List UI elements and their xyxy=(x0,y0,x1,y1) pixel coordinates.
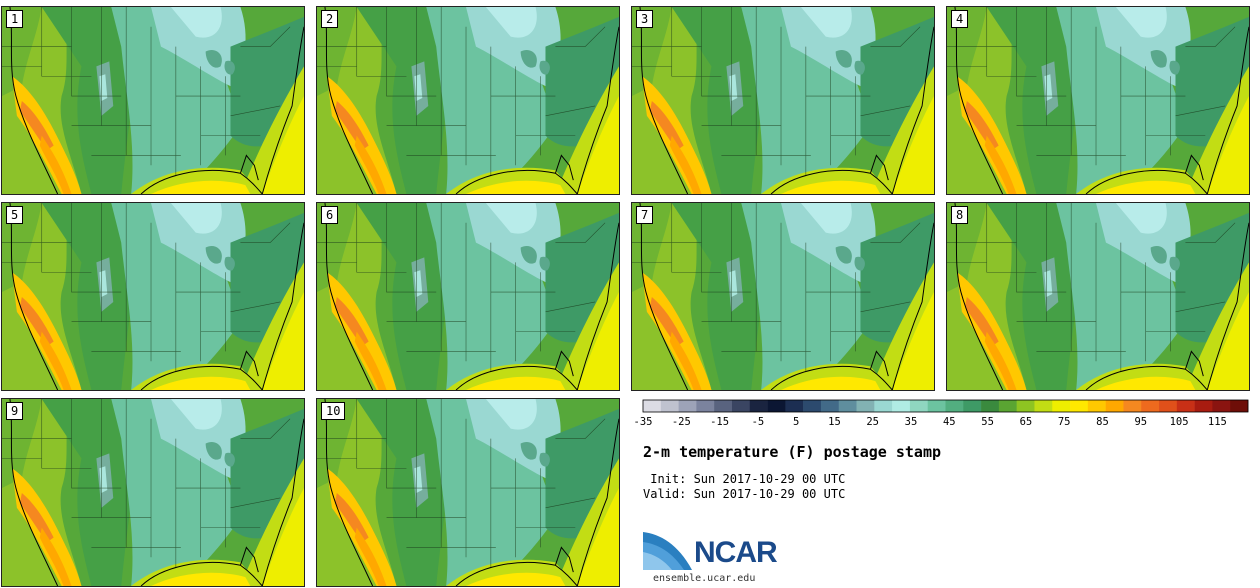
colorbar-cell xyxy=(678,400,697,412)
init-time: Init: Sun 2017-10-29 00 UTC xyxy=(643,472,846,486)
colorbar-cell xyxy=(785,400,804,412)
member-panel-4: 4 xyxy=(946,6,1250,195)
colorbar-tick-label: -15 xyxy=(710,416,729,428)
colorbar-cell xyxy=(731,400,751,412)
colorbar-tick-label: 75 xyxy=(1058,416,1071,428)
temperature-map xyxy=(947,7,1249,194)
colorbar-tick-label: 45 xyxy=(943,416,956,428)
colorbar-cell xyxy=(874,400,893,412)
colorbar-cell xyxy=(945,400,964,412)
member-number: 8 xyxy=(951,206,969,224)
colorbar-cell xyxy=(820,400,840,412)
valid-time: Valid: Sun 2017-10-29 00 UTC xyxy=(643,487,846,501)
temperature-map xyxy=(2,7,304,194)
colorbar-tick-label: 95 xyxy=(1134,416,1147,428)
colorbar-tick-label: 25 xyxy=(866,416,879,428)
colorbar-tick-label: 115 xyxy=(1208,416,1227,428)
member-number: 10 xyxy=(321,402,346,420)
temperature-map xyxy=(317,203,619,390)
temperature-map xyxy=(947,203,1249,390)
temperature-map xyxy=(632,7,934,194)
colorbar-cell xyxy=(1016,400,1035,412)
colorbar-tick-label: -35 xyxy=(634,416,652,428)
colorbar-tick-label: 55 xyxy=(981,416,994,428)
colorbar-cell xyxy=(1176,400,1195,412)
member-panel-10: 10 xyxy=(316,398,620,587)
ncar-wordmark: NCAR xyxy=(694,536,778,569)
ncar-logo: NCAR ensemble.ucar.edu xyxy=(642,530,792,588)
temperature-map xyxy=(2,399,304,586)
member-panel-1: 1 xyxy=(1,6,305,195)
colorbar-cell xyxy=(998,400,1017,412)
colorbar: -35 -25 -15 -5 5 15 25 35 45 55 65 75 85 95 105 115 xyxy=(634,398,1254,432)
colorbar-cell xyxy=(892,400,911,412)
colorbar-cell xyxy=(1194,400,1213,412)
temperature-map xyxy=(317,399,619,586)
member-number: 4 xyxy=(951,10,969,28)
figure-title: 2-m temperature (F) postage stamp xyxy=(643,443,942,461)
member-number: 9 xyxy=(6,402,24,420)
colorbar-cell xyxy=(1034,400,1053,412)
colorbar-cell xyxy=(1230,400,1249,412)
colorbar-cell xyxy=(927,400,946,412)
colorbar-cell xyxy=(1105,400,1124,412)
member-number: 2 xyxy=(321,10,339,28)
colorbar-cell xyxy=(803,400,822,412)
colorbar-graphic: -35 -25 -15 -5 5 15 25 35 45 55 65 75 85 95 105 115 xyxy=(634,399,1249,428)
ncar-swoosh-icon xyxy=(643,532,692,570)
colorbar-cell xyxy=(838,400,857,412)
member-number: 5 xyxy=(6,206,24,224)
colorbar-tick-label: 15 xyxy=(828,416,841,428)
colorbar-cell xyxy=(660,400,679,412)
colorbar-cell xyxy=(767,400,786,412)
colorbar-cell xyxy=(1141,400,1160,412)
member-panel-6: 6 xyxy=(316,202,620,391)
colorbar-cell xyxy=(981,400,1000,412)
colorbar-cell xyxy=(1123,400,1142,412)
colorbar-tick-label: 105 xyxy=(1170,416,1189,428)
member-panel-3: 3 xyxy=(631,6,935,195)
colorbar-outline xyxy=(642,399,1249,413)
colorbar-cell xyxy=(963,400,982,412)
member-panel-8: 8 xyxy=(946,202,1250,391)
member-panel-9: 9 xyxy=(1,398,305,587)
member-panel-5: 5 xyxy=(1,202,305,391)
colorbar-tick-label: 5 xyxy=(793,416,799,428)
member-number: 6 xyxy=(321,206,339,224)
colorbar-cell xyxy=(1087,400,1106,412)
member-number: 7 xyxy=(636,206,654,224)
temperature-map xyxy=(317,7,619,194)
colorbar-cell xyxy=(1212,400,1231,412)
colorbar-cell xyxy=(856,400,875,412)
logo-url: ensemble.ucar.edu xyxy=(653,573,756,584)
colorbar-cell xyxy=(909,400,928,412)
colorbar-tick-label: -5 xyxy=(752,416,765,428)
member-panel-7: 7 xyxy=(631,202,935,391)
temperature-map xyxy=(2,203,304,390)
colorbar-cell xyxy=(1052,400,1071,412)
colorbar-tick-label: 65 xyxy=(1020,416,1033,428)
colorbar-cell xyxy=(1159,400,1178,412)
colorbar-cell xyxy=(696,400,715,412)
colorbar-cell xyxy=(643,400,662,412)
colorbar-cell xyxy=(714,400,733,412)
member-panel-2: 2 xyxy=(316,6,620,195)
member-number: 1 xyxy=(6,10,24,28)
colorbar-tick-label: 85 xyxy=(1096,416,1109,428)
colorbar-tick-label: 35 xyxy=(905,416,918,428)
colorbar-cell xyxy=(749,400,768,412)
colorbar-cell xyxy=(1070,400,1089,412)
colorbar-tick-label: -25 xyxy=(672,416,691,428)
temperature-map xyxy=(632,203,934,390)
member-number: 3 xyxy=(636,10,654,28)
